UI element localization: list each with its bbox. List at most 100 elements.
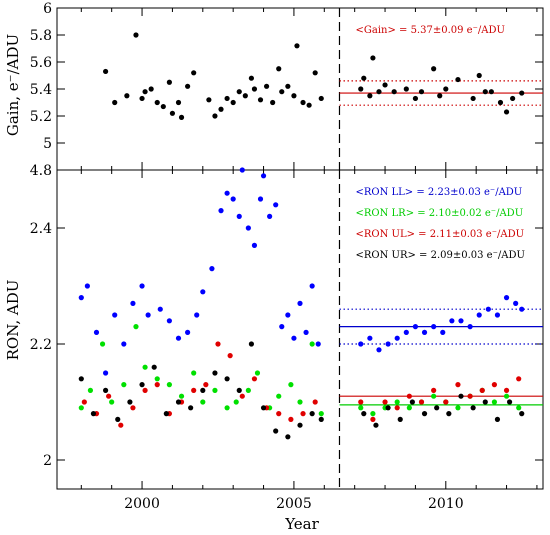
data-point bbox=[394, 405, 400, 411]
data-point bbox=[169, 110, 176, 116]
x-tick-label: 2005 bbox=[276, 496, 312, 512]
data-point bbox=[236, 387, 242, 393]
data-point bbox=[175, 399, 182, 405]
data-point bbox=[212, 113, 218, 119]
annotation-label: <RON LL> = 2.23±0.03 e⁻/ADU bbox=[355, 187, 522, 198]
data-point bbox=[276, 66, 282, 72]
data-point bbox=[194, 312, 200, 318]
data-point bbox=[370, 416, 376, 422]
data-point bbox=[276, 393, 282, 399]
data-point bbox=[376, 89, 382, 95]
data-point bbox=[376, 347, 382, 353]
x-tick-label: 2010 bbox=[428, 496, 464, 512]
data-point bbox=[421, 411, 428, 417]
gain-panel: 4.8 5 5.2 5.4 5.6 5.8 6 <Gain> = 5.37±0.09 e⁻/A… bbox=[30, 1, 544, 179]
data-point bbox=[458, 318, 464, 324]
data-point bbox=[455, 382, 461, 388]
data-point bbox=[118, 422, 124, 428]
data-point bbox=[309, 283, 315, 289]
data-point bbox=[519, 90, 525, 96]
data-point bbox=[236, 89, 242, 95]
data-point bbox=[157, 306, 163, 312]
data-point bbox=[315, 341, 321, 347]
data-point bbox=[178, 114, 185, 120]
data-point bbox=[431, 393, 437, 399]
data-point bbox=[236, 213, 242, 219]
data-point bbox=[251, 86, 258, 92]
annotation-label: <RON UL> = 2.11±0.03 e⁻/ADU bbox=[355, 229, 524, 240]
x-axis-title: Year bbox=[284, 515, 319, 533]
data-point bbox=[431, 324, 437, 330]
data-point bbox=[160, 103, 166, 110]
data-point bbox=[382, 82, 388, 88]
data-point bbox=[421, 329, 428, 335]
data-point bbox=[318, 416, 324, 422]
data-point bbox=[361, 75, 367, 81]
data-point bbox=[133, 32, 139, 38]
data-point bbox=[470, 405, 476, 411]
data-point bbox=[251, 242, 258, 248]
data-point bbox=[130, 300, 136, 306]
data-point bbox=[139, 95, 145, 102]
data-point bbox=[491, 399, 497, 405]
plot-frame bbox=[56, 169, 544, 490]
data-point bbox=[200, 387, 206, 393]
data-point bbox=[437, 93, 443, 99]
data-point bbox=[497, 99, 504, 106]
data-point bbox=[300, 411, 306, 417]
data-point bbox=[175, 99, 182, 106]
data-point bbox=[239, 167, 245, 173]
data-point bbox=[163, 411, 169, 417]
data-point bbox=[139, 283, 145, 289]
data-point bbox=[455, 76, 461, 83]
data-point bbox=[358, 341, 364, 347]
data-point bbox=[431, 387, 437, 393]
data-point bbox=[303, 329, 309, 335]
y-tick-label: 5.2 bbox=[30, 109, 52, 125]
data-point bbox=[382, 399, 388, 405]
data-point bbox=[503, 387, 510, 393]
data-point bbox=[248, 341, 254, 347]
gain-axis-title: Gain, e⁻/ADU bbox=[4, 34, 22, 136]
data-point bbox=[479, 387, 485, 393]
data-point bbox=[467, 324, 473, 330]
data-point bbox=[503, 393, 510, 399]
data-point bbox=[239, 393, 245, 399]
data-point bbox=[273, 428, 279, 434]
y-tick-label: 2.2 bbox=[30, 337, 52, 353]
data-point bbox=[81, 399, 87, 405]
data-point bbox=[519, 411, 525, 417]
data-point bbox=[142, 387, 148, 393]
data-point bbox=[367, 335, 373, 341]
data-point bbox=[494, 416, 501, 422]
data-point bbox=[476, 72, 482, 79]
data-point bbox=[406, 393, 412, 399]
data-point bbox=[166, 382, 172, 388]
data-point bbox=[443, 86, 449, 92]
data-point bbox=[418, 399, 425, 405]
annotation-label: <RON UR> = 2.09±0.03 e⁻/ADU bbox=[355, 250, 524, 261]
data-point bbox=[306, 102, 312, 108]
data-point bbox=[103, 370, 109, 376]
data-point bbox=[276, 411, 282, 417]
data-point bbox=[312, 399, 318, 405]
data-point bbox=[434, 405, 440, 411]
data-point bbox=[412, 324, 419, 330]
data-point bbox=[263, 83, 270, 89]
data-point bbox=[291, 335, 297, 341]
data-point bbox=[373, 422, 379, 428]
data-point bbox=[403, 329, 409, 335]
data-point bbox=[361, 411, 367, 417]
data-point bbox=[254, 370, 261, 376]
data-point bbox=[242, 93, 248, 99]
data-point bbox=[175, 335, 182, 341]
data-point bbox=[154, 99, 160, 106]
data-point bbox=[397, 416, 403, 422]
data-point bbox=[154, 376, 160, 382]
data-point bbox=[297, 399, 303, 405]
data-point bbox=[133, 324, 139, 330]
y-tick-label: 2 bbox=[43, 453, 52, 469]
y-tick-label: 5.8 bbox=[30, 28, 52, 44]
data-point bbox=[127, 399, 133, 405]
data-point bbox=[297, 422, 303, 428]
